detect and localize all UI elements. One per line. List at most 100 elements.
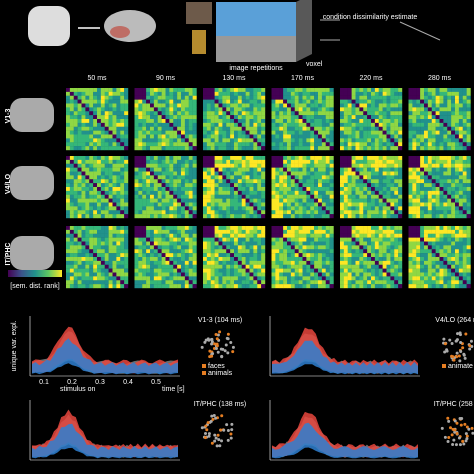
rdm-cell	[203, 276, 208, 281]
rdm-cell	[310, 214, 315, 219]
rdm-cell	[203, 88, 208, 93]
rdm-cell	[451, 272, 456, 277]
rdm-cell	[181, 210, 186, 215]
rdm-cell	[271, 159, 276, 164]
rdm-cell	[261, 210, 266, 215]
rdm-cell	[351, 249, 356, 254]
rdm-cell	[279, 171, 284, 176]
rdm-cell	[310, 163, 315, 168]
rdm-cell	[279, 167, 284, 172]
rdm-cell	[302, 107, 307, 112]
rdm-cell	[226, 91, 231, 96]
rdm-cell	[150, 183, 155, 188]
rdm-cell	[77, 249, 82, 254]
rdm-cell	[275, 202, 280, 207]
rdm-cell	[138, 156, 143, 161]
rdm-cell	[218, 229, 223, 234]
rdm-cell	[351, 284, 356, 289]
rdm-cell	[371, 257, 376, 262]
rdm-cell	[257, 134, 262, 139]
rdm-cell	[203, 99, 208, 104]
rdm-cell	[188, 264, 193, 269]
rdm-cell	[261, 183, 266, 188]
rdm-cell	[271, 103, 276, 108]
rdm-cell	[112, 187, 117, 192]
rdm-cell	[347, 167, 352, 172]
rdm	[271, 226, 334, 289]
rdm-cell	[169, 103, 174, 108]
rdm-cell	[412, 229, 417, 234]
rdm-cell	[298, 198, 303, 203]
rdm-cell	[359, 91, 364, 96]
rdm-cell	[314, 249, 319, 254]
rdm-cell	[241, 138, 246, 143]
rdm-cell	[138, 179, 143, 184]
rdm-cell	[192, 171, 197, 176]
rdm-cell	[237, 249, 242, 254]
rdm-cell	[241, 229, 246, 234]
rdm-cell	[314, 146, 319, 151]
rdm-cell	[97, 187, 102, 192]
rdm-cell	[245, 190, 250, 195]
rdm-cell	[298, 146, 303, 151]
rdm-cell	[108, 253, 113, 258]
rdm-cell	[206, 142, 211, 147]
rdm-cell	[298, 115, 303, 120]
rdm-cell	[226, 280, 231, 285]
band-red	[32, 409, 178, 458]
rdm-cell	[325, 257, 330, 262]
rdm-cell	[318, 233, 323, 238]
rdm-cell	[188, 245, 193, 250]
rdm-cell	[424, 253, 429, 258]
rdm-cell	[257, 103, 262, 108]
rdm-cell	[161, 130, 166, 135]
rdm-cell	[249, 280, 254, 285]
rdm-cell	[306, 183, 311, 188]
legend-swatch	[202, 364, 206, 368]
rdm-cell	[146, 284, 151, 289]
rdm-cell	[283, 119, 288, 124]
rdm-cell	[378, 179, 383, 184]
rdm-cell	[412, 284, 417, 289]
rdm-cell	[161, 257, 166, 262]
rdm-cell	[329, 126, 334, 131]
rdm-cell	[85, 119, 90, 124]
rdm-cell	[210, 91, 215, 96]
rdm-cell	[234, 126, 239, 131]
rdm-cell	[257, 159, 262, 164]
rdm-cell	[206, 88, 211, 93]
rdm-cell	[206, 138, 211, 143]
rdm-cell	[321, 214, 326, 219]
rdm-cell	[253, 142, 258, 147]
rdm-cell	[462, 142, 467, 147]
rdm-cell	[271, 88, 276, 93]
rdm-cell	[177, 126, 182, 131]
rdm-cell	[416, 95, 421, 100]
rdm-cell	[325, 103, 330, 108]
rdm-cell	[69, 229, 74, 234]
rdm-cell	[108, 171, 113, 176]
rdm-cell	[443, 126, 448, 131]
rdm-cell	[462, 237, 467, 242]
rdm-cell	[447, 95, 452, 100]
rdm-cell	[108, 276, 113, 281]
rdm-cell	[97, 280, 102, 285]
rdm-cell	[455, 280, 460, 285]
rdm-cell	[241, 91, 246, 96]
rdm-cell	[279, 119, 284, 124]
rdm-cell	[93, 194, 98, 199]
rdm-cell	[173, 210, 178, 215]
rdm-cell	[134, 226, 139, 231]
rdm-cell	[237, 163, 242, 168]
rdm-cell	[188, 126, 193, 131]
rdm-cell	[439, 159, 444, 164]
rdm-cell	[424, 264, 429, 269]
rdm-cell	[462, 175, 467, 180]
rdm-cell	[447, 249, 452, 254]
rdm-cell	[451, 95, 456, 100]
rdm-cell	[420, 206, 425, 211]
rdm-cell	[343, 111, 348, 116]
rdm-cell	[134, 179, 139, 184]
rdm-cell	[66, 229, 71, 234]
